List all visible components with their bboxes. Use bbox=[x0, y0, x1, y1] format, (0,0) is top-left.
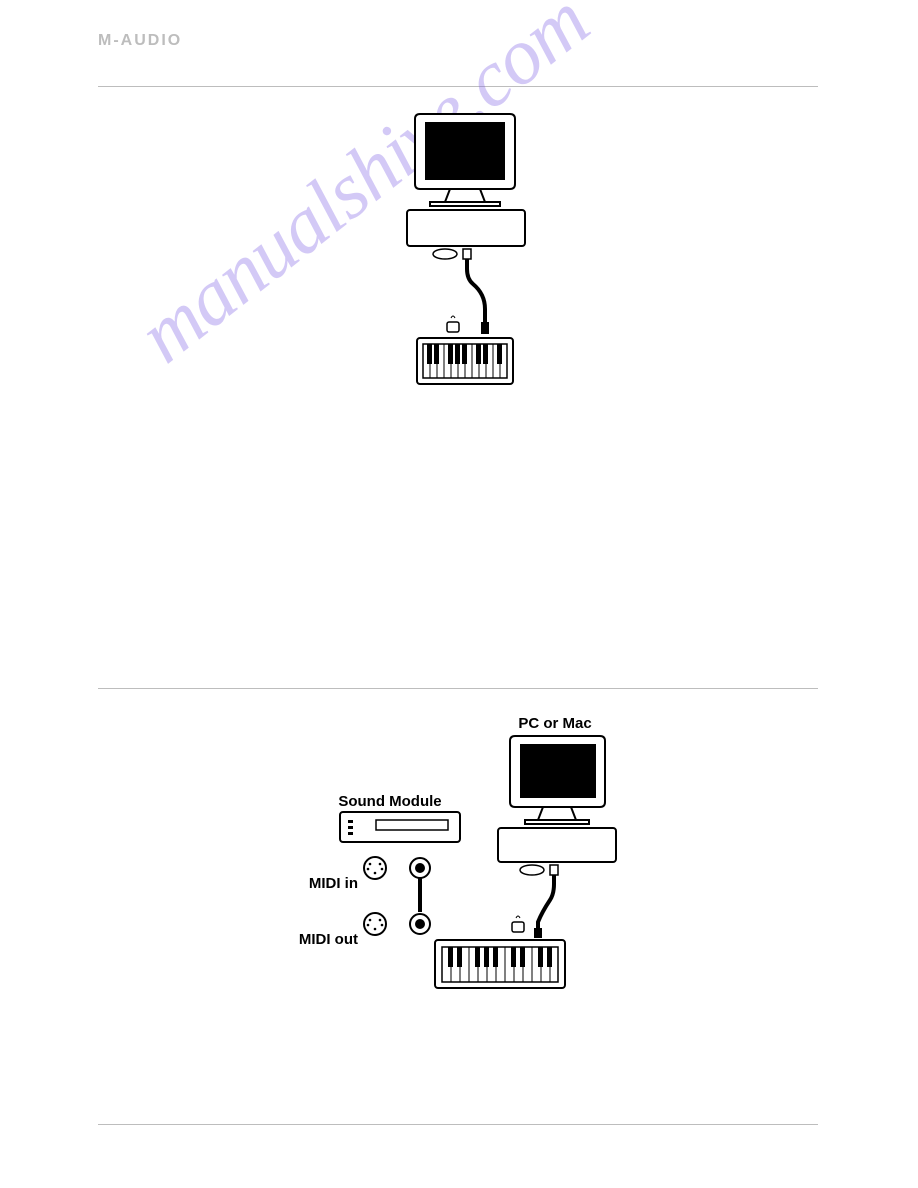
divider-mid bbox=[98, 688, 818, 689]
divider-top bbox=[98, 86, 818, 87]
figure-1-usb-connection bbox=[395, 104, 535, 394]
midi-out-connector-icon bbox=[364, 913, 386, 935]
keyboard-icon bbox=[417, 338, 513, 384]
keyboard-icon bbox=[435, 940, 565, 988]
sound-module-icon bbox=[340, 812, 460, 842]
usb-cable-icon bbox=[512, 875, 554, 938]
divider-bottom bbox=[98, 1124, 818, 1125]
usb-cable-icon bbox=[467, 259, 489, 334]
midi-out-label: MIDI out bbox=[299, 931, 358, 948]
keyboard-usb-port-icon bbox=[447, 316, 459, 332]
midi-in-connector-icon bbox=[364, 857, 386, 879]
monitor-icon bbox=[415, 114, 515, 206]
computer-base-icon bbox=[498, 828, 616, 875]
midi-in-label: MIDI in bbox=[309, 875, 358, 892]
pc-label: PC or Mac bbox=[518, 715, 591, 732]
midi-cable-icon bbox=[410, 858, 430, 934]
figure-2-midi-connection: PC or Mac Sound Module bbox=[280, 712, 680, 1022]
computer-base-icon bbox=[407, 210, 525, 246]
monitor-icon bbox=[510, 736, 605, 824]
brand-logo: M-AUDIO bbox=[98, 32, 182, 50]
usb-port-icon bbox=[433, 249, 471, 259]
sound-module-label: Sound Module bbox=[338, 793, 441, 810]
